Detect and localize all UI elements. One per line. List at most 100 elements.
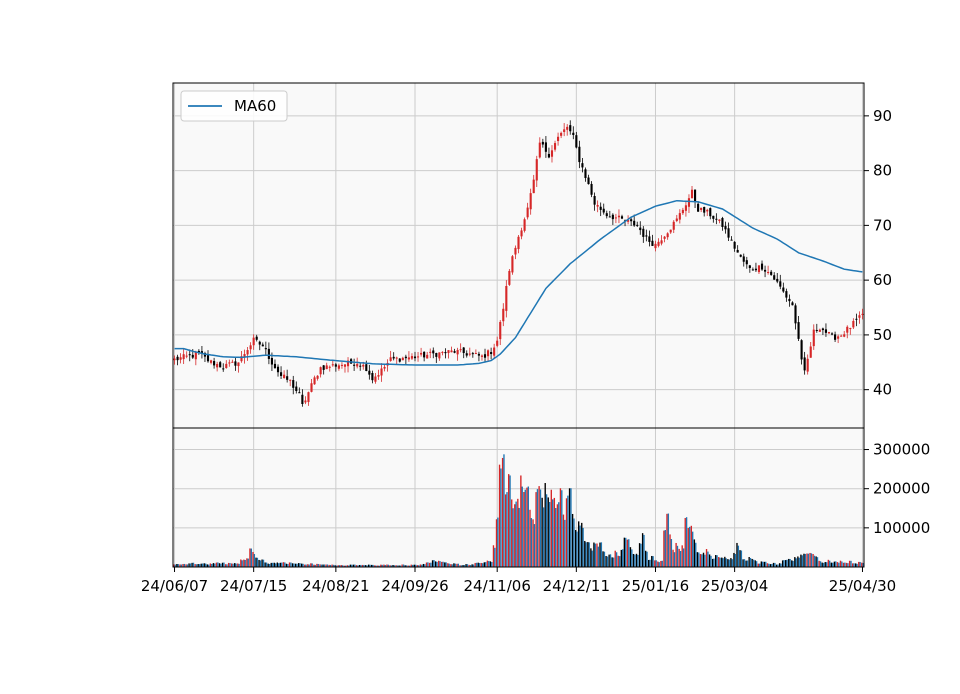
volume-bar-alt [302,563,304,567]
candle-body [255,336,258,340]
volume-bar-alt [527,486,530,567]
volume-panel-frame [172,427,865,568]
volume-bar [614,550,616,567]
volume-bar [453,563,455,567]
volume-bar-alt [503,454,505,567]
volume-bar-alt [399,565,402,567]
volume-bar-alt [786,559,788,567]
volume-bar-alt [384,564,386,567]
candle-body [855,318,858,320]
candle-body [599,206,602,210]
candle-body [529,193,532,210]
volume-bar-alt [214,563,216,567]
volume-bar [769,564,772,567]
candle-body [404,356,407,359]
date-x-tick-label: 24/07/15 [220,577,287,595]
candle-body [383,366,386,369]
volume-bar [477,562,479,567]
volume-bar [623,537,626,567]
volume-bar-alt [838,562,840,567]
candle-body [602,208,605,213]
volume-bar-alt [208,564,210,567]
candle-body [617,215,621,218]
candle-body [791,302,794,306]
volume-bar [705,549,708,567]
volume-bar [702,552,705,567]
volume-bar-alt [357,565,359,567]
price-gridlines [173,83,864,428]
candle-body [830,333,834,335]
volume-bar-alt [348,565,350,567]
legend-ma60-label: MA60 [234,97,276,115]
candle-body [608,216,611,218]
volume-bar-alt [716,555,718,567]
volume-bar-alt [551,499,554,567]
candle-body [459,349,462,351]
candle-body [718,219,721,221]
candle-body [432,350,435,354]
candle-body [200,351,203,354]
volume-bar [547,497,549,567]
volume-bar [507,474,510,567]
volume-bar-alt [664,529,666,567]
price-y-tick-label: 80 [873,162,892,180]
volume-bar-alt [567,495,569,567]
volume-bar [675,542,677,567]
volume-bar-alt [174,564,176,567]
volume-bar [404,565,406,567]
candle-body [286,376,289,380]
volume-bar-alt [524,489,526,567]
volume-bar [334,565,336,567]
volume-bar-alt [451,564,453,567]
volume-bar [809,552,811,567]
volume-bar-alt [497,517,499,567]
volume-bar [179,564,181,567]
candle-body [639,227,642,231]
volume-bar [699,554,702,567]
volume-bar-alt [548,501,551,567]
price-y-tick-label: 50 [873,326,892,344]
candle-body [368,370,371,375]
volume-bar-alt [755,561,758,567]
price-y-tick-label: 40 [873,381,892,399]
volume-bar [346,565,349,567]
volume-bar [596,543,598,567]
volume-bar-alt [658,562,660,567]
candle-body [760,263,764,270]
candle-body [356,363,359,367]
volume-bar [775,564,778,567]
volume-bar [428,562,431,567]
candle-body [219,362,222,368]
candle-body [557,136,560,142]
volume-bar [584,540,586,567]
volume-bar-alt [594,543,596,567]
volume-bar-alt [579,525,581,567]
volume-bar-alt [296,563,298,567]
volume-bar-alt [682,548,685,567]
volume-bar [608,554,610,567]
volume-bar-alt [743,559,746,567]
candle-body [672,221,675,230]
volume-bar-alt [436,561,438,567]
candle-body [654,243,657,249]
volume-bar-alt [262,559,265,567]
candle-body [270,357,273,365]
candle-body [782,287,785,292]
volume-bar-alt [293,563,295,567]
volume-bar-alt [433,560,435,567]
volume-bar [687,528,689,567]
volume-bar-alt [518,507,520,567]
volume-bar-alt [469,565,472,567]
volume-bar-alt [189,563,192,567]
candle-body [550,150,554,157]
volume-bar-alt [430,562,432,567]
volume-bar-alt [591,550,593,567]
volume-bar-alt [780,563,782,567]
candle-body [553,143,557,150]
volume-y-axis: 100000 200000 300000 [864,441,930,537]
volume-bar-alt [223,562,225,567]
volume-bar [711,558,714,567]
volume-bar [638,543,641,567]
candle-body [447,350,450,354]
volume-bar [221,562,224,567]
